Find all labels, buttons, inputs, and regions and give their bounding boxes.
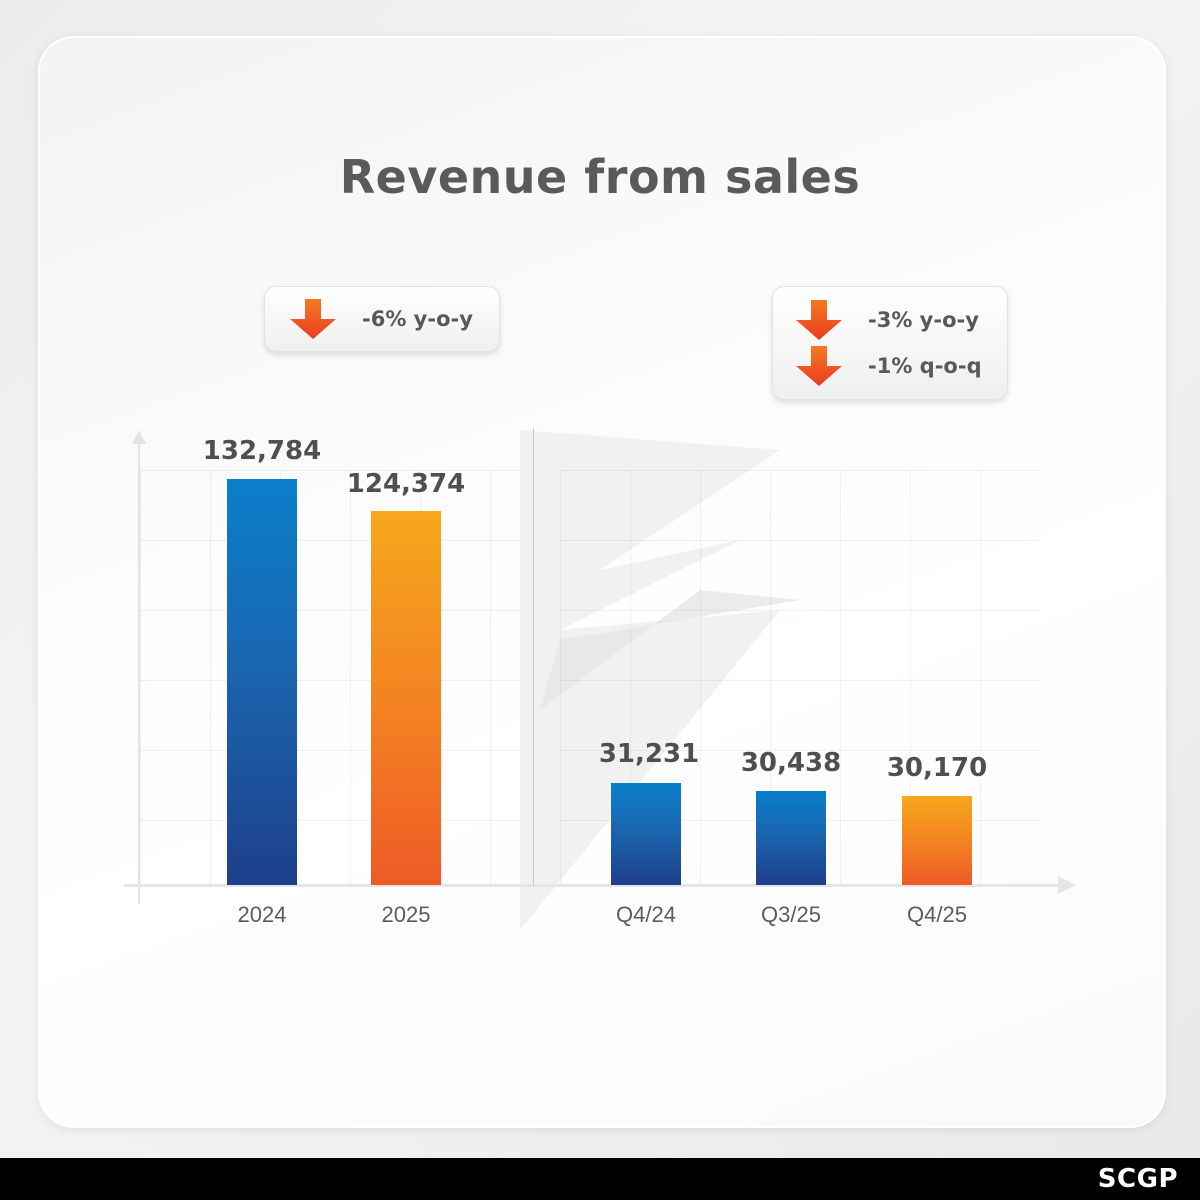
category-label-q4-25: Q4/25 <box>907 902 967 927</box>
quarterly-qoq-text: -1% q-o-q <box>868 354 982 378</box>
category-label-2025: 2025 <box>381 902 431 927</box>
value-label-q4-24: 31,231 <box>598 739 700 769</box>
y-axis <box>138 444 140 904</box>
category-label-2024: 2024 <box>237 902 287 927</box>
quarterly-change-badge: -3% y-o-y -1% q-o-q <box>772 286 1008 400</box>
bar-q3-25 <box>756 791 826 885</box>
category-label-q4-24: Q4/24 <box>616 902 676 927</box>
chart-divider <box>533 428 534 886</box>
arrow-down-icon <box>290 299 336 339</box>
value-label-2025: 124,374 <box>346 469 466 499</box>
annual-yoy-text: -6% y-o-y <box>362 307 473 331</box>
annual-change-badge: -6% y-o-y <box>264 286 500 352</box>
background-shape <box>520 430 800 930</box>
arrow-down-icon <box>796 346 842 386</box>
value-label-q3-25: 30,438 <box>740 748 842 778</box>
x-axis-arrow <box>1058 876 1076 894</box>
bar-q4-24 <box>611 783 681 885</box>
bar-2025 <box>371 511 441 885</box>
value-label-q4-25: 30,170 <box>886 753 988 783</box>
chart-title: Revenue from sales <box>339 150 861 204</box>
category-label-q3-25: Q3/25 <box>761 902 821 927</box>
scgp-logo: SCGP <box>1097 1164 1178 1194</box>
arrow-down-icon <box>796 300 842 340</box>
bar-2024 <box>227 479 297 885</box>
footer-bar: SCGP <box>0 1158 1200 1200</box>
bar-q4-25 <box>902 796 972 885</box>
annual-grid <box>140 470 520 885</box>
y-axis-arrow <box>132 430 146 444</box>
x-axis <box>124 884 1058 887</box>
value-label-2024: 132,784 <box>202 436 322 466</box>
quarterly-yoy-text: -3% y-o-y <box>868 308 979 332</box>
